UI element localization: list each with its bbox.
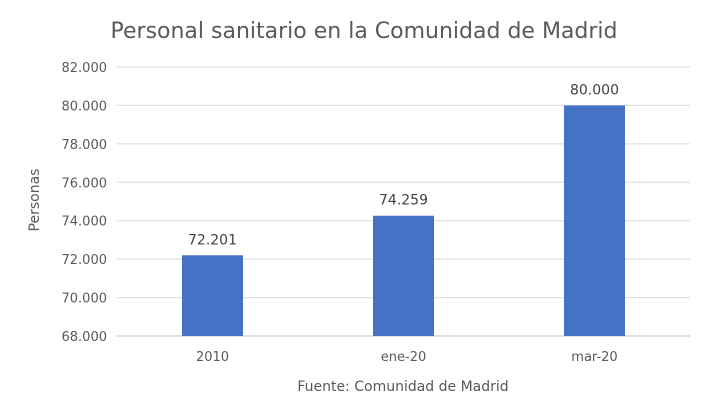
bars	[182, 105, 625, 336]
bar-ene-20	[373, 215, 434, 336]
data-labels: 72.201 74.259 80.000	[188, 82, 619, 248]
x-tick-label-mar-20: mar-20	[571, 350, 617, 365]
x-tick-label-ene-20: ene-20	[381, 350, 426, 365]
y-tick-label: 78.000	[62, 138, 108, 153]
x-axis-title: Fuente: Comunidad de Madrid	[297, 379, 508, 395]
y-tick-label: 72.000	[62, 253, 108, 268]
bar-2010	[182, 255, 243, 336]
data-label-ene-20: 74.259	[379, 193, 428, 209]
data-label-2010: 72.201	[188, 232, 237, 248]
bar-mar-20	[564, 105, 625, 336]
y-tick-label: 68.000	[62, 330, 108, 345]
y-tick-label: 74.000	[62, 215, 108, 230]
x-axis-tick-labels: 2010 ene-20 mar-20	[196, 350, 618, 365]
chart-title: Personal sanitario en la Comunidad de Ma…	[111, 19, 618, 44]
y-tick-label: 82.000	[62, 61, 108, 76]
y-tick-label: 70.000	[62, 292, 108, 307]
y-tick-label: 80.000	[62, 99, 108, 114]
y-tick-label: 76.000	[62, 176, 108, 191]
y-axis-tick-labels: 68.000 70.000 72.000 74.000 76.000 78.000 80.0…	[62, 61, 108, 345]
x-tick-label-2010: 2010	[196, 350, 229, 365]
data-label-mar-20: 80.000	[570, 82, 619, 98]
y-axis-title: Personas	[27, 169, 43, 232]
